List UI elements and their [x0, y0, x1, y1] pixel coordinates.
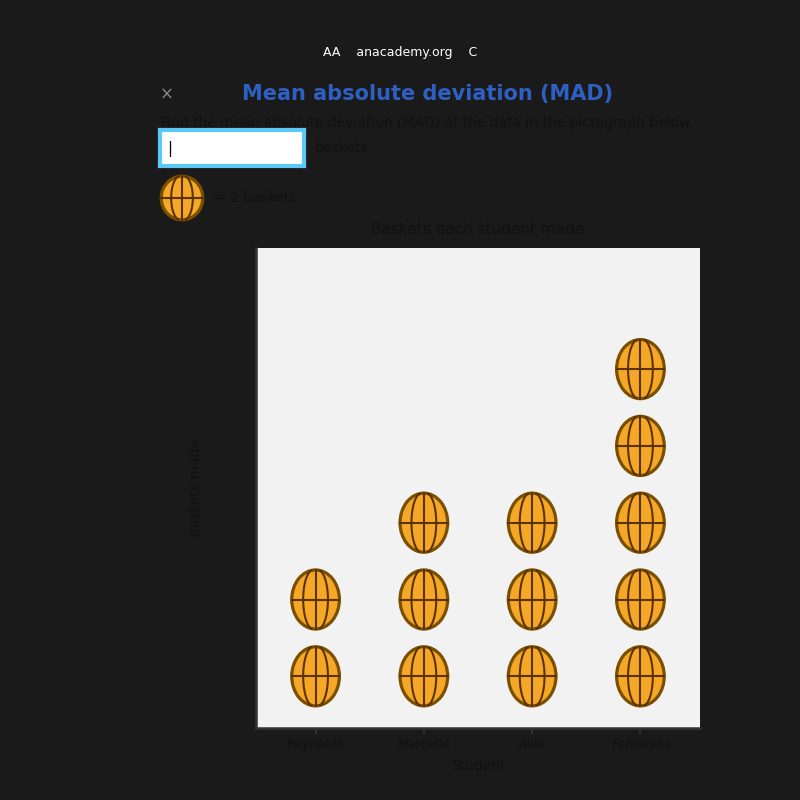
Ellipse shape [617, 493, 664, 552]
Text: baskets: baskets [314, 141, 368, 155]
Text: |: | [167, 142, 172, 158]
Y-axis label: Baskets made: Baskets made [189, 439, 202, 537]
Ellipse shape [400, 646, 448, 706]
Text: = 2 baskets: = 2 baskets [214, 191, 297, 206]
Ellipse shape [617, 416, 664, 475]
Ellipse shape [400, 493, 448, 552]
Ellipse shape [508, 646, 556, 706]
Text: AA    anacademy.org    C: AA anacademy.org C [323, 46, 477, 59]
Ellipse shape [508, 570, 556, 629]
Ellipse shape [292, 646, 339, 706]
Ellipse shape [508, 493, 556, 552]
Ellipse shape [400, 570, 448, 629]
Ellipse shape [292, 570, 339, 629]
Text: ×: × [160, 86, 174, 104]
Title: Baskets each student made: Baskets each student made [371, 222, 585, 237]
Ellipse shape [617, 570, 664, 629]
Ellipse shape [617, 339, 664, 398]
X-axis label: Student: Student [450, 759, 506, 773]
Ellipse shape [161, 176, 203, 220]
Ellipse shape [617, 646, 664, 706]
Text: Find the mean absolute deviation (MAD) of the data in the pictograph below.: Find the mean absolute deviation (MAD) o… [160, 116, 694, 130]
Text: Mean absolute deviation (MAD): Mean absolute deviation (MAD) [242, 84, 614, 104]
